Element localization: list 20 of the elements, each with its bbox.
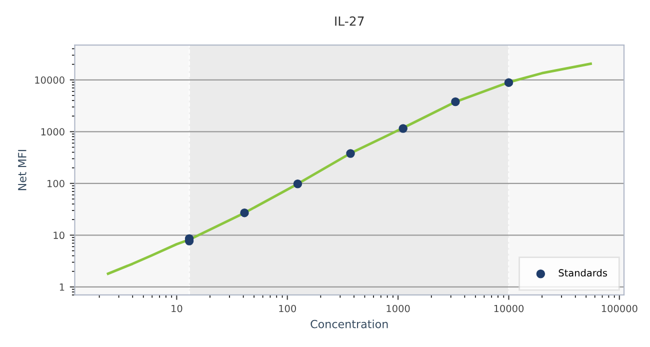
x-tick-label: 10000 [494,304,524,312]
y-tick-label: 10000 [35,76,64,84]
y-tick-label: 100 [48,180,64,188]
x-axis-title: Concentration [310,320,388,328]
y-tick-label: 1000 [41,128,64,136]
y-tick-label: 1 [60,284,64,291]
chart-title: IL-27 [335,16,364,26]
point [240,208,249,218]
point [346,149,355,158]
y-axis-title: Net MFI [18,150,26,190]
x-tick-label: 1000 [386,304,410,312]
point [293,180,302,188]
x-tick-label: 100000 [602,304,638,312]
point [398,124,408,133]
legend-label: Standards [558,269,607,277]
y-tick-label: 10 [54,232,64,240]
x-tick-label: 100 [279,304,296,312]
point [504,78,514,87]
x-tick-label: 10 [172,304,182,312]
point [451,97,460,106]
